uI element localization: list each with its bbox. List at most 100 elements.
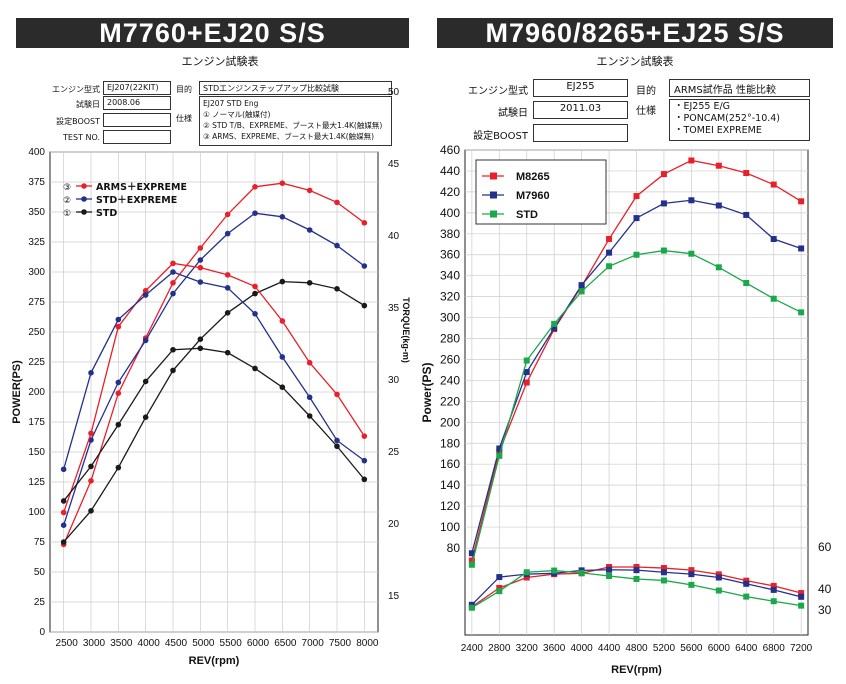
- right-y-tick-label: 280: [440, 332, 460, 346]
- left-data-point: [115, 390, 122, 397]
- right-data-point: [660, 171, 667, 178]
- left-x-tick-label: 3500: [110, 638, 133, 649]
- left-data-point: [115, 323, 122, 330]
- right-y-tick-label: 460: [440, 143, 460, 157]
- right-data-point: [496, 448, 503, 455]
- right-data-point: [798, 593, 805, 600]
- left-data-point: [279, 180, 286, 186]
- right-y-tick-label: 380: [440, 227, 460, 241]
- right-y-tick-label: 440: [440, 164, 460, 178]
- left-data-point: [361, 457, 368, 464]
- left-y2-tick-label: 30: [388, 375, 400, 386]
- right-data-point: [798, 245, 805, 252]
- left-legend-dot: [81, 209, 87, 215]
- right-y-tick-label: 180: [440, 436, 460, 450]
- left-y-tick-label: 350: [28, 207, 45, 218]
- left-y-tick-label: 225: [28, 357, 45, 368]
- left-data-point: [334, 391, 340, 398]
- right-y-tick-label: 160: [440, 457, 460, 471]
- left-data-point: [334, 437, 340, 444]
- left-test-date-label: 試験日: [76, 100, 100, 109]
- left-data-point: [306, 227, 313, 233]
- right-y-tick-label: 120: [440, 499, 460, 513]
- right-data-point: [523, 574, 530, 581]
- right-legend-label: M7960: [516, 190, 550, 202]
- right-data-point: [688, 581, 695, 588]
- right-data-point: [468, 557, 475, 564]
- right-y-tick-label: 240: [440, 373, 460, 387]
- left-data-point: [197, 279, 204, 285]
- left-data-point: [170, 280, 176, 286]
- left-data-point: [279, 354, 286, 360]
- left-data-point: [334, 443, 340, 450]
- left-data-point: [170, 260, 176, 267]
- left-y-tick-label: 275: [28, 297, 45, 308]
- left-data-point: [224, 349, 231, 356]
- left-x-tick-label: 3000: [83, 638, 106, 649]
- left-data-point: [170, 367, 176, 374]
- left-data-point: [60, 522, 67, 528]
- right-purpose-value: ARMS試作品 性能比較: [669, 79, 810, 97]
- left-data-point: [170, 269, 176, 275]
- right-data-point: [660, 569, 667, 576]
- left-data-point: [306, 280, 313, 286]
- left-series-line: [63, 271, 365, 470]
- left-data-point: [224, 272, 231, 278]
- right-data-point: [660, 565, 667, 572]
- left-series-line: [63, 262, 365, 513]
- left-boost-value: [103, 113, 171, 127]
- left-y-tick-label: 0: [39, 627, 45, 638]
- left-legend-marker: ②: [63, 196, 71, 206]
- left-legend-label: ARMS＋EXPREME: [96, 182, 187, 193]
- left-y-tick-label: 400: [28, 147, 45, 158]
- right-data-point: [715, 202, 722, 209]
- right-subtitle: エンジン試験表: [596, 55, 674, 68]
- right-purpose-label: 目的: [636, 86, 656, 97]
- left-x-tick-label: 6000: [247, 638, 270, 649]
- left-data-point: [60, 539, 67, 545]
- right-data-point: [633, 193, 640, 200]
- right-x-tick-label: 6000: [708, 643, 731, 654]
- right-legend-label: STD: [516, 209, 538, 221]
- right-y-tick-label: 340: [440, 269, 460, 283]
- right-data-point: [743, 280, 750, 287]
- left-data-point: [88, 508, 94, 514]
- right-data-point: [770, 582, 777, 589]
- right-y-tick-label: 320: [440, 290, 460, 304]
- right-chart-banner: M7960/8265+EJ25 S/S: [437, 18, 833, 48]
- right-data-point: [523, 379, 530, 386]
- left-data-point: [170, 290, 176, 297]
- right-legend-marker: [490, 172, 497, 180]
- right-y-tick-label: 100: [440, 520, 460, 534]
- right-data-point: [633, 567, 640, 574]
- left-chart-banner: M7760+EJ20 S/S: [16, 18, 409, 48]
- right-data-point: [633, 251, 640, 258]
- right-x-tick-label: 2400: [461, 643, 484, 654]
- left-x-axis-label: REV(rpm): [189, 655, 240, 667]
- right-data-point: [523, 357, 530, 364]
- right-data-point: [715, 162, 722, 169]
- right-data-point: [798, 309, 805, 316]
- right-y2-tick-label: 60: [818, 540, 832, 554]
- right-data-point: [688, 157, 695, 164]
- left-legend-dot: [81, 183, 87, 189]
- right-data-point: [551, 320, 558, 327]
- left-data-point: [361, 302, 368, 309]
- right-test-date-label: 試験日: [498, 108, 528, 119]
- right-legend-marker: [490, 191, 497, 199]
- left-data-point: [60, 509, 67, 516]
- left-data-point: [306, 413, 313, 419]
- left-y2-tick-label: 40: [388, 231, 400, 242]
- right-data-point: [496, 585, 503, 591]
- left-data-point: [361, 263, 368, 269]
- right-y-tick-label: 300: [440, 311, 460, 325]
- left-data-point: [279, 318, 286, 324]
- left-data-point: [361, 433, 368, 439]
- right-data-point: [715, 587, 722, 594]
- left-y-tick-label: 100: [28, 507, 45, 518]
- left-data-point: [88, 478, 94, 484]
- right-data-point: [770, 598, 777, 605]
- right-data-point: [715, 571, 722, 578]
- left-y-tick-label: 125: [28, 477, 45, 488]
- left-data-point: [88, 463, 94, 470]
